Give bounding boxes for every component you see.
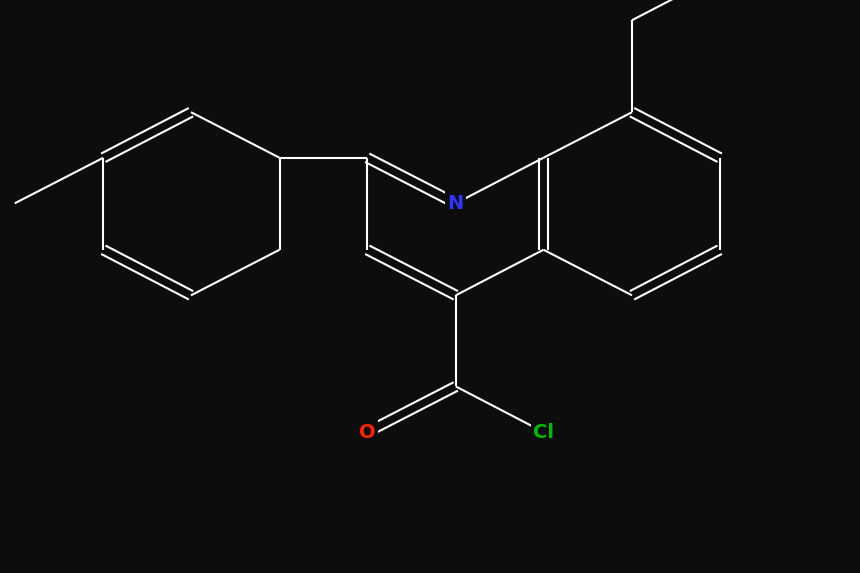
Text: O: O bbox=[359, 422, 376, 442]
Text: N: N bbox=[448, 194, 464, 213]
Text: Cl: Cl bbox=[533, 422, 554, 442]
